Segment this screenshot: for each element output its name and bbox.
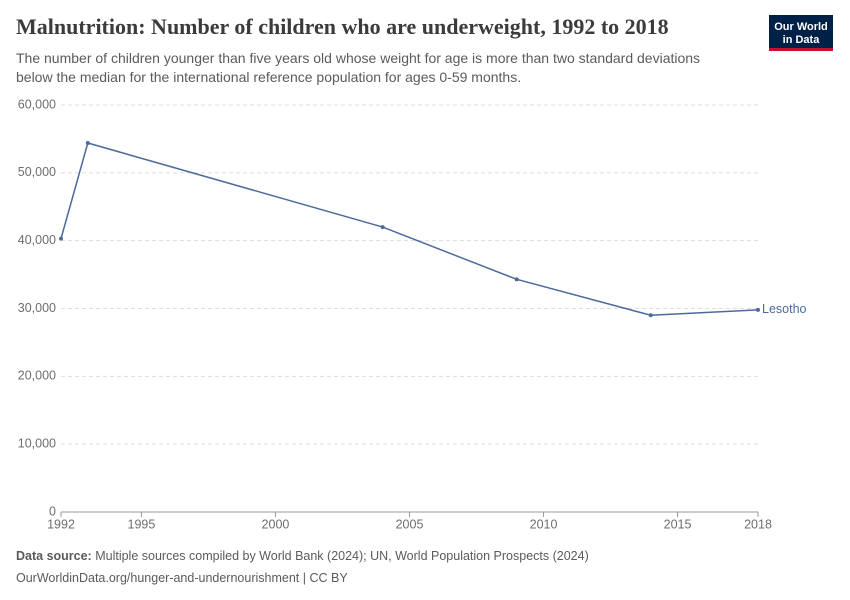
point bbox=[59, 236, 63, 241]
point bbox=[648, 313, 653, 318]
y-tick-label: 50,000 bbox=[18, 165, 56, 179]
series-line bbox=[60, 142, 759, 317]
x-tick-label: 2000 bbox=[262, 517, 290, 531]
logo[interactable]: Our World in Data bbox=[769, 15, 833, 51]
x-tick-label: 2005 bbox=[396, 517, 424, 531]
series-label: Lesotho bbox=[762, 302, 807, 316]
subtitle-line: The number of children younger than five… bbox=[16, 50, 700, 66]
logo-text: in Data bbox=[783, 34, 821, 46]
y-tick-label: 30,000 bbox=[18, 301, 56, 315]
point bbox=[85, 140, 90, 145]
logo-text: Our World bbox=[774, 21, 828, 33]
y-tick-label: 20,000 bbox=[18, 369, 56, 383]
y-tick-label: 0 bbox=[49, 504, 56, 518]
source: Data source: Multiple sources compiled b… bbox=[16, 549, 589, 563]
subtitle-line: below the median for the international r… bbox=[16, 69, 521, 85]
source-text: Multiple sources compiled by World Bank … bbox=[95, 549, 589, 563]
y-tick-label: 40,000 bbox=[18, 233, 56, 247]
x-tick-label: 2018 bbox=[744, 517, 772, 531]
point bbox=[514, 277, 519, 282]
x-tick-label: 2010 bbox=[530, 517, 558, 531]
point bbox=[756, 307, 760, 312]
chart-title: Malnutrition: Number of children who are… bbox=[16, 14, 669, 39]
url[interactable]: OurWorldinData.org/hunger-and-undernouri… bbox=[16, 571, 348, 585]
y-tick-label: 10,000 bbox=[18, 436, 56, 450]
logo-box bbox=[769, 15, 833, 50]
y-tick-label: 60,000 bbox=[18, 97, 56, 111]
source-label: Data source: bbox=[16, 549, 92, 563]
x-tick-label: 1995 bbox=[128, 517, 156, 531]
logo-bar bbox=[769, 48, 833, 51]
x-tick-label: 1992 bbox=[47, 517, 75, 531]
point bbox=[380, 225, 385, 230]
x-tick-label: 2015 bbox=[664, 517, 692, 531]
